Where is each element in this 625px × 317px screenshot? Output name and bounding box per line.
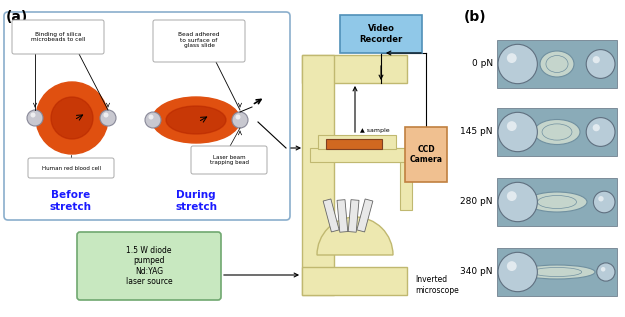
Circle shape	[586, 49, 615, 78]
FancyBboxPatch shape	[77, 232, 221, 300]
FancyBboxPatch shape	[28, 158, 114, 178]
Circle shape	[31, 113, 36, 118]
Circle shape	[498, 182, 538, 222]
FancyBboxPatch shape	[191, 146, 267, 174]
FancyBboxPatch shape	[153, 20, 245, 62]
Bar	[334, 148, 406, 162]
Ellipse shape	[36, 82, 108, 154]
Ellipse shape	[519, 265, 595, 279]
Ellipse shape	[51, 97, 93, 139]
Circle shape	[100, 110, 116, 126]
Circle shape	[597, 263, 615, 281]
Text: 0 pN: 0 pN	[472, 60, 493, 68]
Circle shape	[507, 121, 517, 131]
Text: Video
Recorder: Video Recorder	[359, 24, 403, 44]
Text: 280 pN: 280 pN	[461, 197, 493, 206]
Text: Laser beam
trapping bead: Laser beam trapping bead	[209, 155, 249, 165]
Circle shape	[586, 118, 615, 146]
FancyBboxPatch shape	[340, 15, 422, 53]
Text: During
stretch: During stretch	[175, 190, 217, 212]
Bar	[497, 178, 617, 226]
Text: Before
stretch: Before stretch	[50, 190, 92, 212]
Circle shape	[498, 252, 538, 292]
Text: Binding of silica
microbeads to cell: Binding of silica microbeads to cell	[31, 32, 85, 42]
Ellipse shape	[540, 51, 574, 77]
Circle shape	[498, 112, 538, 152]
Ellipse shape	[152, 97, 240, 143]
Text: ▲ sample: ▲ sample	[360, 128, 389, 133]
Circle shape	[592, 124, 600, 131]
Ellipse shape	[527, 192, 587, 212]
Circle shape	[592, 56, 600, 63]
Bar	[326, 139, 382, 149]
Circle shape	[236, 114, 241, 120]
Circle shape	[104, 113, 109, 118]
FancyBboxPatch shape	[405, 127, 447, 182]
Bar	[323, 199, 339, 232]
Circle shape	[598, 196, 604, 202]
Circle shape	[232, 112, 248, 128]
Ellipse shape	[534, 120, 580, 145]
Wedge shape	[317, 217, 393, 255]
Circle shape	[149, 114, 154, 120]
Bar	[348, 200, 359, 232]
Text: Human red blood cell: Human red blood cell	[41, 165, 101, 171]
FancyBboxPatch shape	[4, 12, 290, 220]
Circle shape	[27, 110, 43, 126]
Circle shape	[601, 267, 606, 272]
Bar	[337, 200, 348, 232]
Text: 145 pN: 145 pN	[461, 127, 493, 137]
Bar	[310, 148, 406, 162]
Bar	[302, 55, 334, 295]
Text: 1.5 W diode
pumped
Nd:YAG
laser source: 1.5 W diode pumped Nd:YAG laser source	[126, 246, 173, 286]
Circle shape	[507, 261, 517, 271]
Bar	[497, 248, 617, 296]
Ellipse shape	[166, 106, 226, 134]
Circle shape	[507, 53, 517, 63]
Circle shape	[498, 44, 538, 84]
Bar	[318, 135, 396, 149]
Circle shape	[507, 191, 517, 201]
Text: CCD
Camera: CCD Camera	[409, 145, 442, 164]
Circle shape	[593, 191, 615, 213]
FancyBboxPatch shape	[12, 20, 104, 54]
Text: (b): (b)	[464, 10, 487, 24]
Bar	[302, 55, 407, 83]
Bar	[357, 199, 373, 232]
Bar	[302, 267, 407, 295]
Bar	[497, 40, 617, 88]
Text: 340 pN: 340 pN	[461, 268, 493, 276]
Text: Inverted
microscope: Inverted microscope	[415, 275, 459, 295]
Bar	[497, 108, 617, 156]
Circle shape	[145, 112, 161, 128]
FancyArrow shape	[400, 155, 412, 210]
Text: Bead adhered
to surface of
glass slide: Bead adhered to surface of glass slide	[178, 32, 220, 48]
Text: (a): (a)	[6, 10, 28, 24]
